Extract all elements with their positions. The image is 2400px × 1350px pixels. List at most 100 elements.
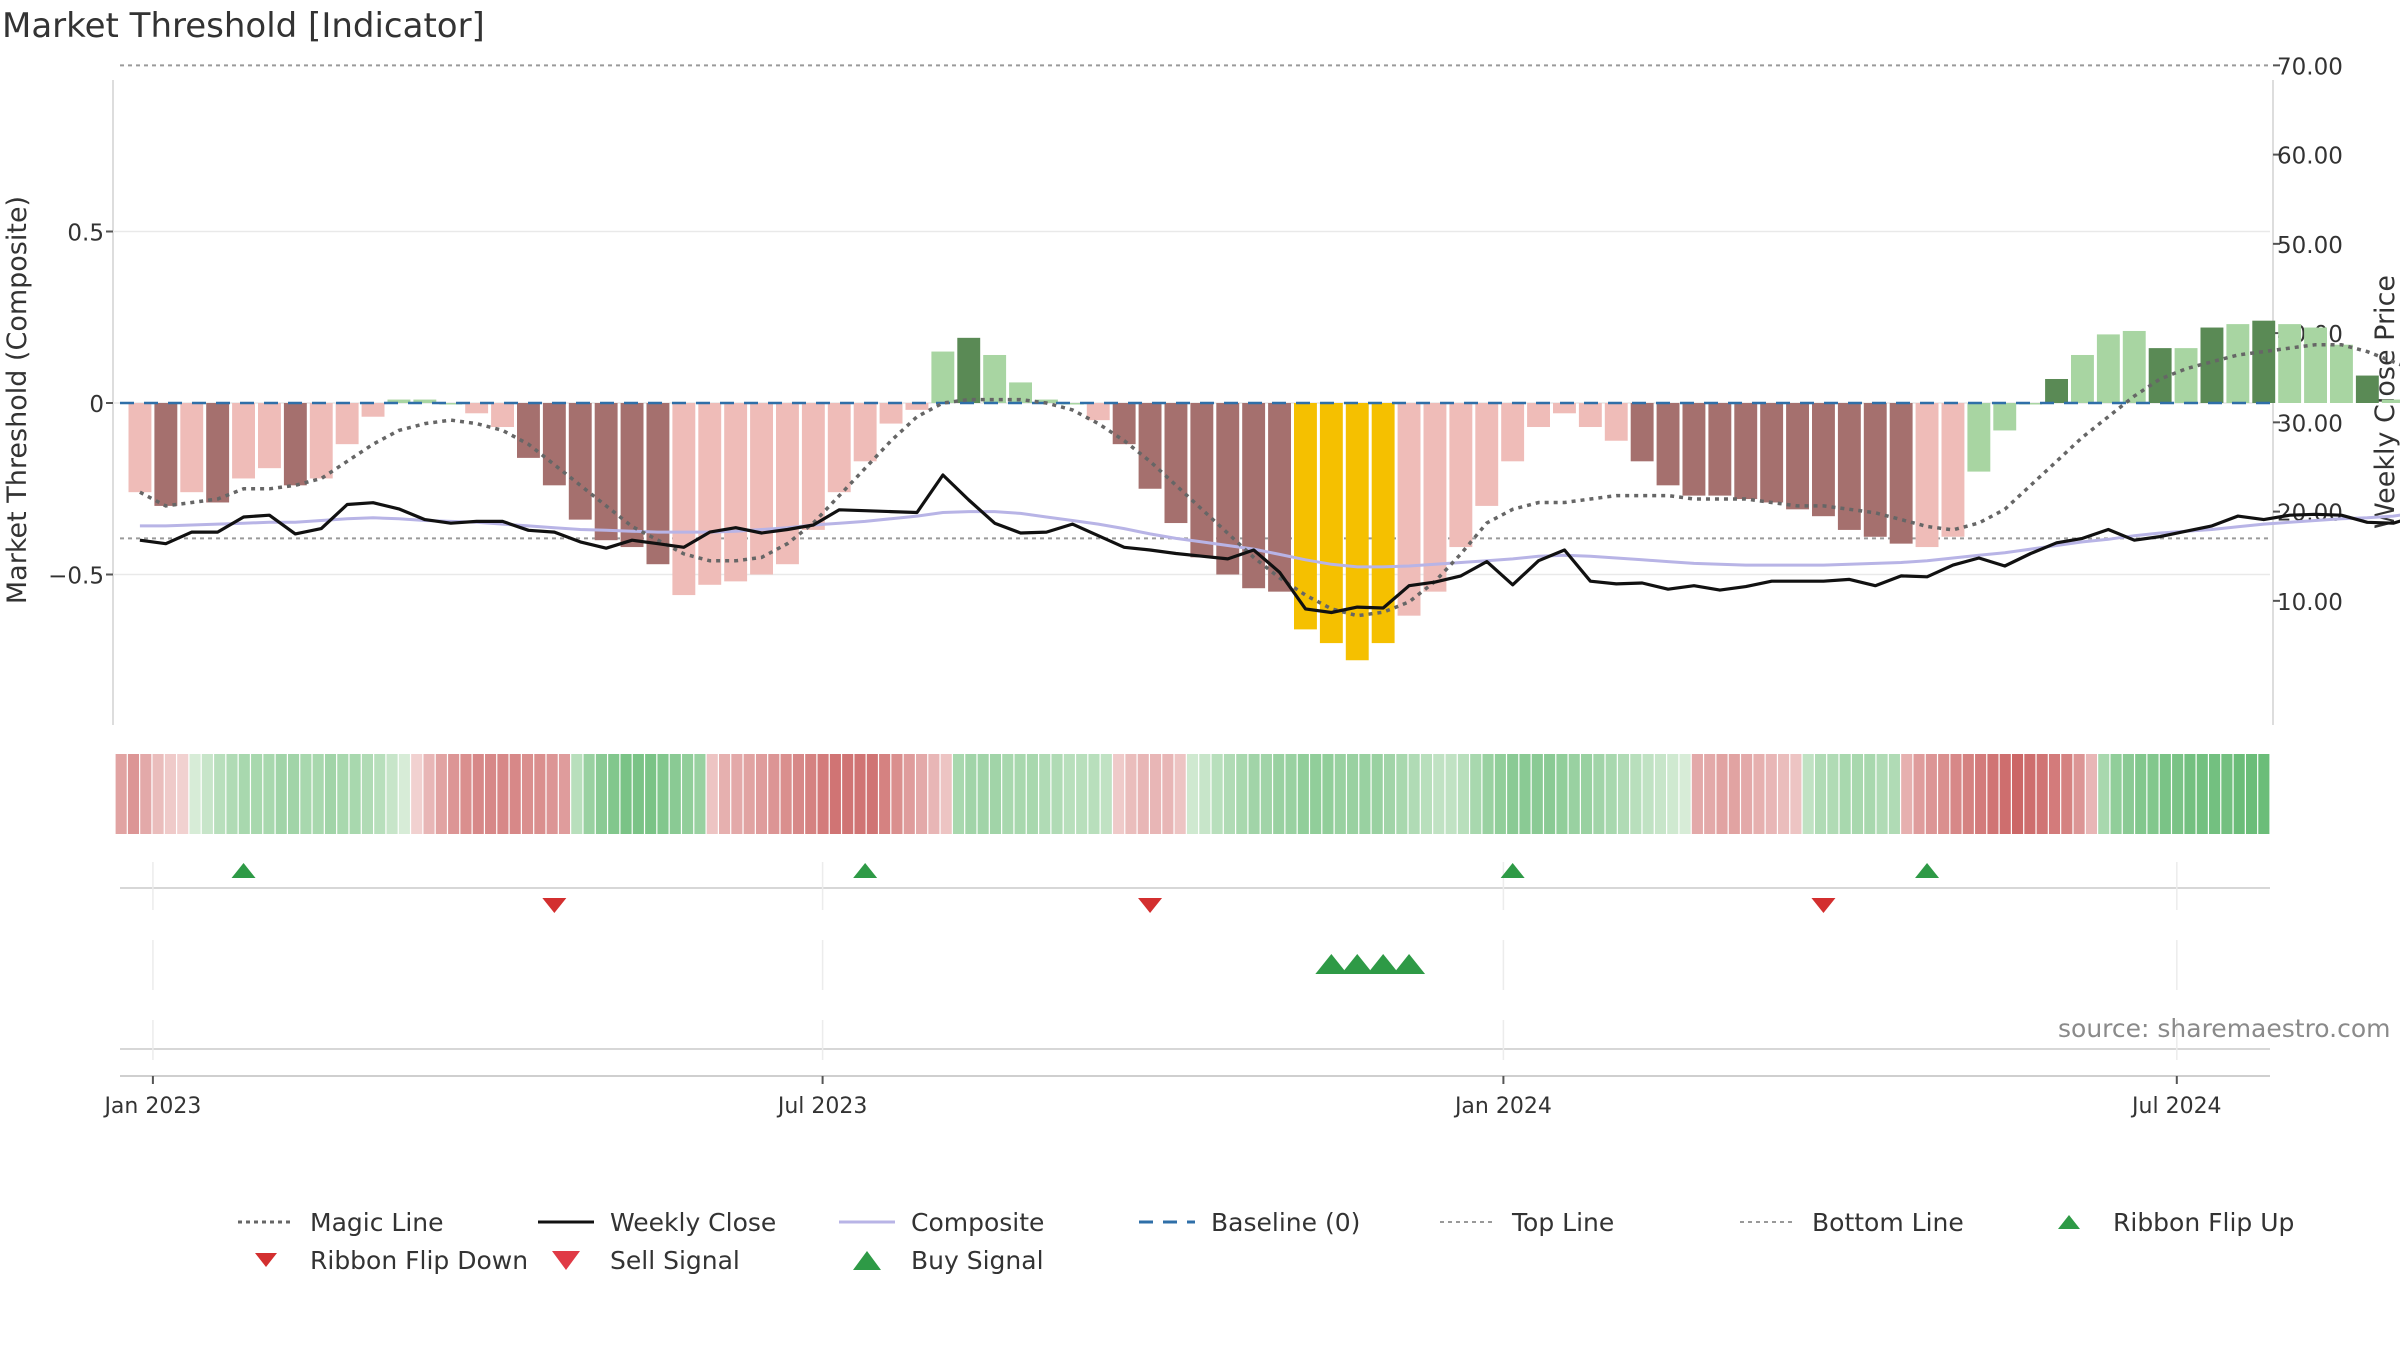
ribbon-cell bbox=[1790, 754, 1802, 834]
x-tick-label: Jan 2024 bbox=[1453, 1094, 1552, 1119]
composite-bar bbox=[2096, 334, 2120, 403]
composite-bar bbox=[335, 403, 359, 445]
dashed-line-icon bbox=[1139, 1220, 1195, 1224]
ribbon-flip-up-marker bbox=[1915, 863, 1940, 878]
composite-bar bbox=[1656, 403, 1680, 486]
left-axis: −0.5 0 0.5 Market Threshold (Composite) bbox=[2, 80, 114, 725]
ribbon-cell bbox=[829, 754, 841, 834]
dotted-line-icon bbox=[238, 1220, 294, 1224]
ribbon-cell bbox=[2245, 754, 2258, 834]
ribbon-cell bbox=[201, 754, 213, 834]
composite-bar bbox=[1138, 403, 1162, 489]
ribbon-cell bbox=[226, 754, 238, 834]
ribbon-cell bbox=[1556, 754, 1568, 834]
legend: Magic Line Weekly Close Composite Baseli… bbox=[236, 1205, 2316, 1285]
ribbon-cell bbox=[1753, 754, 1765, 834]
ribbon-cell bbox=[1026, 754, 1038, 834]
ribbon-flip-up-marker bbox=[1500, 863, 1525, 878]
legend-label: Bottom Line bbox=[1812, 1207, 1964, 1237]
ribbon-cell bbox=[1617, 754, 1630, 834]
ribbon-cell bbox=[1125, 754, 1137, 834]
ribbon-cell bbox=[1888, 754, 1900, 834]
ribbon-cell bbox=[879, 754, 891, 834]
ribbon-cell bbox=[1778, 754, 1790, 834]
composite-bar bbox=[1967, 403, 1991, 472]
legend-item-bottom-line: Bottom Line bbox=[1738, 1205, 1964, 1239]
ribbon-cell bbox=[411, 754, 423, 834]
ribbon-cell bbox=[682, 754, 694, 834]
composite-bar bbox=[1397, 403, 1421, 616]
ribbon-cell bbox=[1433, 754, 1445, 834]
composite-bar bbox=[1371, 403, 1395, 644]
ribbon-cell bbox=[1137, 754, 1149, 834]
ribbon-cell bbox=[214, 754, 226, 834]
composite-bar bbox=[594, 403, 618, 541]
composite-bar bbox=[2174, 348, 2198, 403]
ribbon-cell bbox=[2172, 754, 2184, 834]
composite-bar bbox=[2381, 399, 2400, 403]
ribbon-cell bbox=[805, 754, 817, 834]
weekly-close-line bbox=[139, 473, 2400, 615]
ribbon-cell bbox=[1051, 754, 1063, 834]
ribbon-cell bbox=[1679, 754, 1691, 834]
ribbon-cell bbox=[608, 754, 620, 834]
legend-item-weekly-close: Weekly Close bbox=[536, 1205, 776, 1239]
ribbon-cell bbox=[1223, 754, 1235, 834]
ribbon-cell bbox=[2061, 754, 2073, 834]
ribbon-cell bbox=[2036, 754, 2048, 834]
ribbon-cell bbox=[1383, 754, 1396, 834]
ribbon-cell bbox=[2110, 754, 2122, 834]
ribbon-cell bbox=[472, 754, 484, 834]
ribbon-cell bbox=[238, 754, 250, 834]
ribbon-cell bbox=[448, 754, 460, 834]
ribbon-cell bbox=[1039, 754, 1051, 834]
ribbon-cell bbox=[1642, 754, 1654, 834]
ribbon-cell bbox=[324, 754, 337, 834]
ribbon-cell bbox=[903, 754, 915, 834]
ribbon-cell bbox=[916, 754, 928, 834]
ribbon-flip-down-marker bbox=[1811, 898, 1836, 913]
composite-bar bbox=[983, 354, 1007, 403]
ribbon-cell bbox=[2159, 754, 2171, 834]
legend-label: Baseline (0) bbox=[1211, 1207, 1361, 1237]
composite-bar bbox=[905, 403, 929, 410]
ribbon-cell bbox=[1593, 754, 1605, 834]
ribbon-cell bbox=[1347, 754, 1359, 834]
ribbon-cell bbox=[275, 754, 287, 834]
ribbon-cell bbox=[386, 754, 398, 834]
ribbon-cell bbox=[337, 754, 349, 834]
ribbon-cell bbox=[374, 754, 386, 834]
composite-bar bbox=[1527, 403, 1550, 428]
ribbon-cell bbox=[1113, 754, 1125, 834]
ribbon-cell bbox=[965, 754, 977, 834]
ribbon-cell bbox=[2012, 754, 2024, 834]
ribbon-cell bbox=[891, 754, 903, 834]
legend-label: Top Line bbox=[1512, 1207, 1615, 1237]
composite-bar bbox=[283, 403, 307, 486]
composite-bar bbox=[1578, 403, 1602, 428]
ribbon-cell bbox=[115, 754, 127, 834]
legend-item-magic-line: Magic Line bbox=[236, 1205, 444, 1239]
right-tick-label: 50.00 bbox=[2277, 233, 2343, 259]
ribbon-cell bbox=[1851, 754, 1864, 834]
ribbon-cell bbox=[1728, 754, 1740, 834]
ribbon-cell bbox=[288, 754, 300, 834]
ribbon-cell bbox=[1482, 754, 1494, 834]
x-tick-label: Jan 2023 bbox=[102, 1094, 201, 1119]
left-tick-label: 0 bbox=[89, 392, 104, 418]
legend-label: Ribbon Flip Up bbox=[2113, 1207, 2295, 1237]
ribbon-cell bbox=[2233, 754, 2245, 834]
composite-bar bbox=[1812, 403, 1835, 517]
ribbon-cell bbox=[164, 754, 176, 834]
composite-bar bbox=[1630, 403, 1654, 462]
composite-bar bbox=[465, 403, 489, 414]
right-tick-label: 30.00 bbox=[2277, 411, 2343, 437]
chart-lines bbox=[120, 342, 2400, 618]
ribbon-cell bbox=[1519, 754, 1531, 834]
composite-bar bbox=[1734, 403, 1758, 500]
composite-bar bbox=[1604, 403, 1628, 441]
triangle-down-icon bbox=[552, 1251, 580, 1270]
composite-bar bbox=[180, 403, 204, 493]
composite-bar bbox=[1294, 403, 1317, 630]
